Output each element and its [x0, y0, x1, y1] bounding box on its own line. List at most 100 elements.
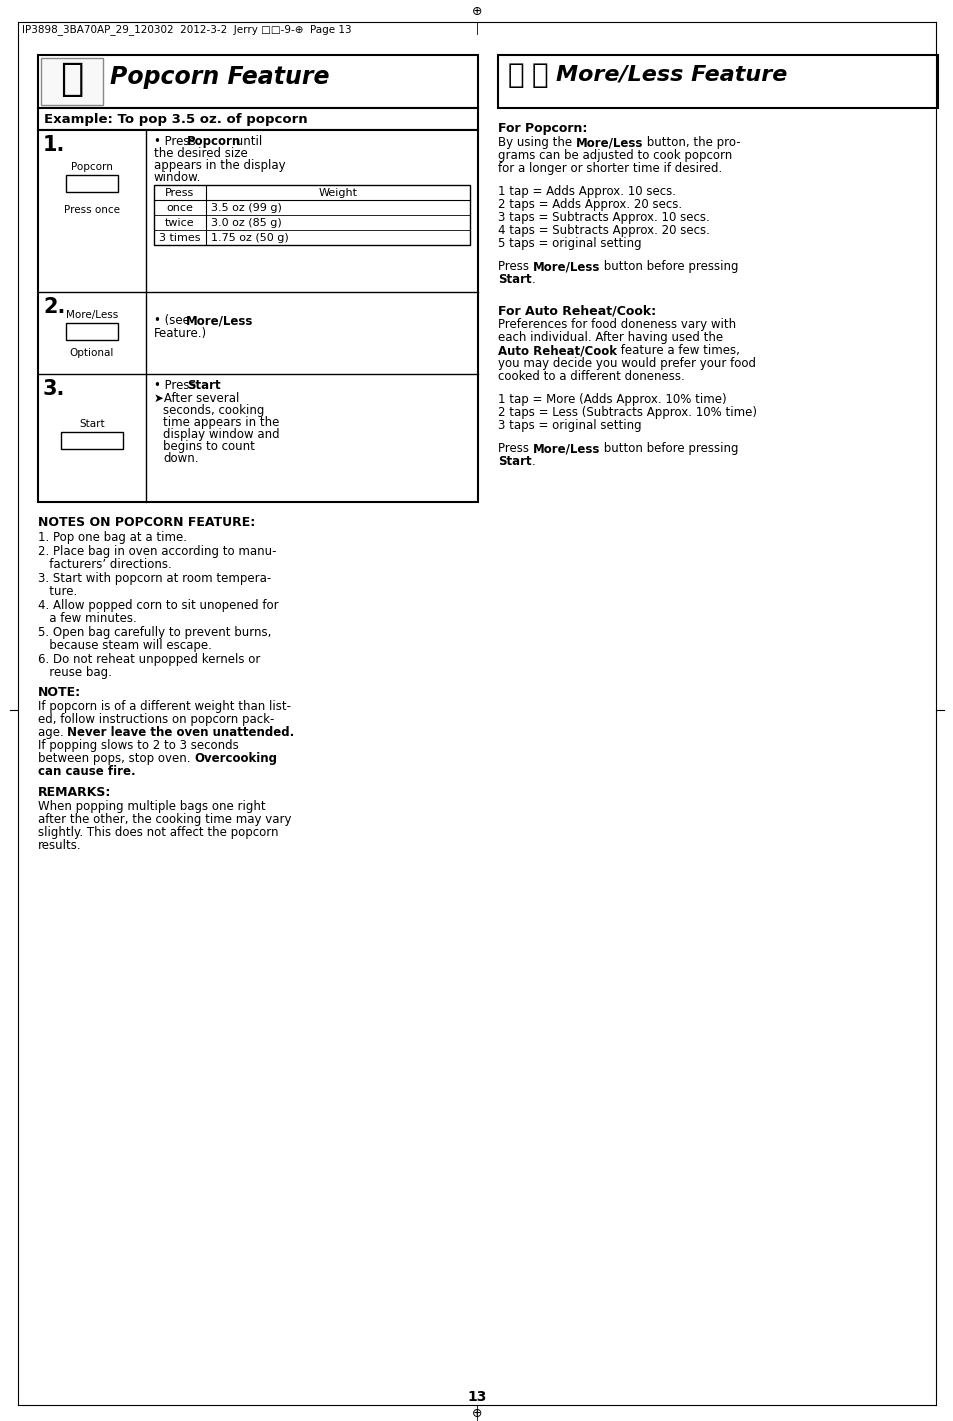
Text: appears in the display: appears in the display	[153, 159, 285, 172]
Text: Press: Press	[497, 442, 532, 455]
Text: Optional: Optional	[70, 348, 114, 358]
Text: Press once: Press once	[64, 205, 120, 215]
Text: • (see: • (see	[153, 314, 193, 327]
Text: 1. Pop one bag at a time.: 1. Pop one bag at a time.	[38, 531, 187, 544]
Text: 6. Do not reheat unpopped kernels or: 6. Do not reheat unpopped kernels or	[38, 654, 260, 666]
Text: button before pressing: button before pressing	[599, 442, 738, 455]
Text: ture.: ture.	[38, 585, 77, 598]
Text: Popcorn: Popcorn	[187, 135, 241, 148]
Text: 4. Allow popped corn to sit unopened for: 4. Allow popped corn to sit unopened for	[38, 600, 278, 612]
Text: button, the pro-: button, the pro-	[642, 136, 740, 149]
Bar	[38, 108, 477, 129]
Text: 1.: 1.	[43, 135, 66, 155]
Text: for a longer or shorter time if desired.: for a longer or shorter time if desired.	[497, 162, 721, 175]
Text: button before pressing: button before pressing	[599, 260, 738, 273]
Text: More/Less: More/Less	[532, 442, 599, 455]
Text: When popping multiple bags one right: When popping multiple bags one right	[38, 800, 265, 813]
Text: feature a few times,: feature a few times,	[617, 344, 740, 357]
Text: you may decide you would prefer your food: you may decide you would prefer your foo…	[497, 357, 755, 369]
Text: Press: Press	[497, 260, 532, 273]
Text: Start: Start	[187, 379, 220, 392]
Text: Start: Start	[79, 419, 105, 429]
Text: cooked to a different doneness.: cooked to a different doneness.	[497, 369, 684, 384]
Bar	[153, 185, 470, 244]
Text: .: .	[531, 273, 535, 286]
Text: ➤After several: ➤After several	[153, 392, 239, 405]
Text: More/Less: More/Less	[532, 260, 599, 273]
Text: 3 times: 3 times	[159, 233, 200, 243]
Text: reuse bag.: reuse bag.	[38, 666, 112, 679]
Text: Weight: Weight	[318, 188, 357, 198]
Text: IP3898_3BA70AP_29_120302  2012-3-2  Jerry □□-9-⊕  Page 13: IP3898_3BA70AP_29_120302 2012-3-2 Jerry …	[22, 24, 352, 36]
Text: Example: To pop 3.5 oz. of popcorn: Example: To pop 3.5 oz. of popcorn	[44, 114, 307, 126]
Text: ⊕: ⊕	[471, 6, 482, 18]
Text: time appears in the: time appears in the	[163, 416, 279, 429]
Bar	[38, 55, 477, 108]
Text: NOTES ON POPCORN FEATURE:: NOTES ON POPCORN FEATURE:	[38, 516, 255, 529]
Bar	[38, 129, 477, 502]
Text: If popcorn is of a different weight than list-: If popcorn is of a different weight than…	[38, 701, 291, 713]
Text: facturers’ directions.: facturers’ directions.	[38, 558, 172, 571]
Text: • Press: • Press	[153, 379, 199, 392]
Text: Feature.): Feature.)	[153, 327, 207, 340]
Text: 1 tap = Adds Approx. 10 secs.: 1 tap = Adds Approx. 10 secs.	[497, 185, 676, 198]
Text: More/Less: More/Less	[66, 310, 118, 320]
Text: REMARKS:: REMARKS:	[38, 786, 112, 799]
Text: results.: results.	[38, 838, 82, 853]
Text: between pops, stop oven.: between pops, stop oven.	[38, 752, 194, 764]
Text: ⊕: ⊕	[471, 1407, 482, 1420]
Text: Never leave the oven unattended.: Never leave the oven unattended.	[68, 726, 294, 739]
Text: 3.: 3.	[43, 379, 66, 399]
Bar	[41, 58, 103, 105]
Text: For Auto Reheat/Cook:: For Auto Reheat/Cook:	[497, 304, 656, 317]
Text: More/Less: More/Less	[576, 136, 642, 149]
Text: 5 taps = original setting: 5 taps = original setting	[497, 237, 641, 250]
Text: a few minutes.: a few minutes.	[38, 612, 136, 625]
Bar	[497, 55, 937, 108]
Text: 4 taps = Subtracts Approx. 20 secs.: 4 taps = Subtracts Approx. 20 secs.	[497, 225, 709, 237]
Text: age.: age.	[38, 726, 68, 739]
Text: 13: 13	[467, 1390, 486, 1404]
Text: NOTE:: NOTE:	[38, 686, 81, 699]
Text: .: .	[216, 379, 220, 392]
Text: each individual. After having used the: each individual. After having used the	[497, 331, 722, 344]
Text: window.: window.	[153, 171, 201, 183]
Text: the desired size: the desired size	[153, 146, 248, 161]
Text: until: until	[232, 135, 262, 148]
Text: 2 taps = Adds Approx. 20 secs.: 2 taps = Adds Approx. 20 secs.	[497, 198, 681, 210]
Text: 1 tap = More (Adds Approx. 10% time): 1 tap = More (Adds Approx. 10% time)	[497, 394, 726, 406]
Text: slightly. This does not affect the popcorn: slightly. This does not affect the popco…	[38, 826, 278, 838]
Text: 3.5 oz (99 g): 3.5 oz (99 g)	[211, 203, 281, 213]
Text: display window and: display window and	[163, 428, 279, 441]
Text: Popcorn Feature: Popcorn Feature	[110, 65, 329, 90]
Text: 5. Open bag carefully to prevent burns,: 5. Open bag carefully to prevent burns,	[38, 627, 271, 639]
Text: 2 taps = Less (Subtracts Approx. 10% time): 2 taps = Less (Subtracts Approx. 10% tim…	[497, 406, 757, 419]
Text: • Press: • Press	[153, 135, 199, 148]
Text: Overcooking: Overcooking	[194, 752, 277, 764]
Bar	[61, 432, 123, 449]
Text: 🍿: 🍿	[60, 60, 84, 98]
Text: down.: down.	[163, 452, 198, 465]
Text: Start: Start	[497, 273, 531, 286]
Bar	[66, 323, 118, 340]
Text: ed, follow instructions on popcorn pack-: ed, follow instructions on popcorn pack-	[38, 713, 274, 726]
Text: If popping slows to 2 to 3 seconds: If popping slows to 2 to 3 seconds	[38, 739, 238, 752]
Text: .: .	[531, 455, 535, 468]
Text: 1.75 oz (50 g): 1.75 oz (50 g)	[211, 233, 289, 243]
Text: grams can be adjusted to cook popcorn: grams can be adjusted to cook popcorn	[497, 149, 732, 162]
Text: 3 taps = original setting: 3 taps = original setting	[497, 419, 641, 432]
Text: Preferences for food doneness vary with: Preferences for food doneness vary with	[497, 318, 736, 331]
Text: By using the: By using the	[497, 136, 576, 149]
Text: 2. Place bag in oven according to manu-: 2. Place bag in oven according to manu-	[38, 546, 276, 558]
Text: For Popcorn:: For Popcorn:	[497, 122, 587, 135]
Text: 3 taps = Subtracts Approx. 10 secs.: 3 taps = Subtracts Approx. 10 secs.	[497, 210, 709, 225]
Text: Start: Start	[497, 455, 531, 468]
Text: Auto Reheat/Cook: Auto Reheat/Cook	[497, 344, 617, 357]
Text: can cause fire.: can cause fire.	[38, 764, 135, 779]
Text: ⏱: ⏱	[507, 61, 524, 90]
Text: More/Less: More/Less	[186, 314, 253, 327]
Text: once: once	[167, 203, 193, 213]
Text: 2.: 2.	[43, 297, 66, 317]
Text: ⏱: ⏱	[531, 61, 548, 90]
Text: More/Less Feature: More/Less Feature	[556, 64, 786, 84]
